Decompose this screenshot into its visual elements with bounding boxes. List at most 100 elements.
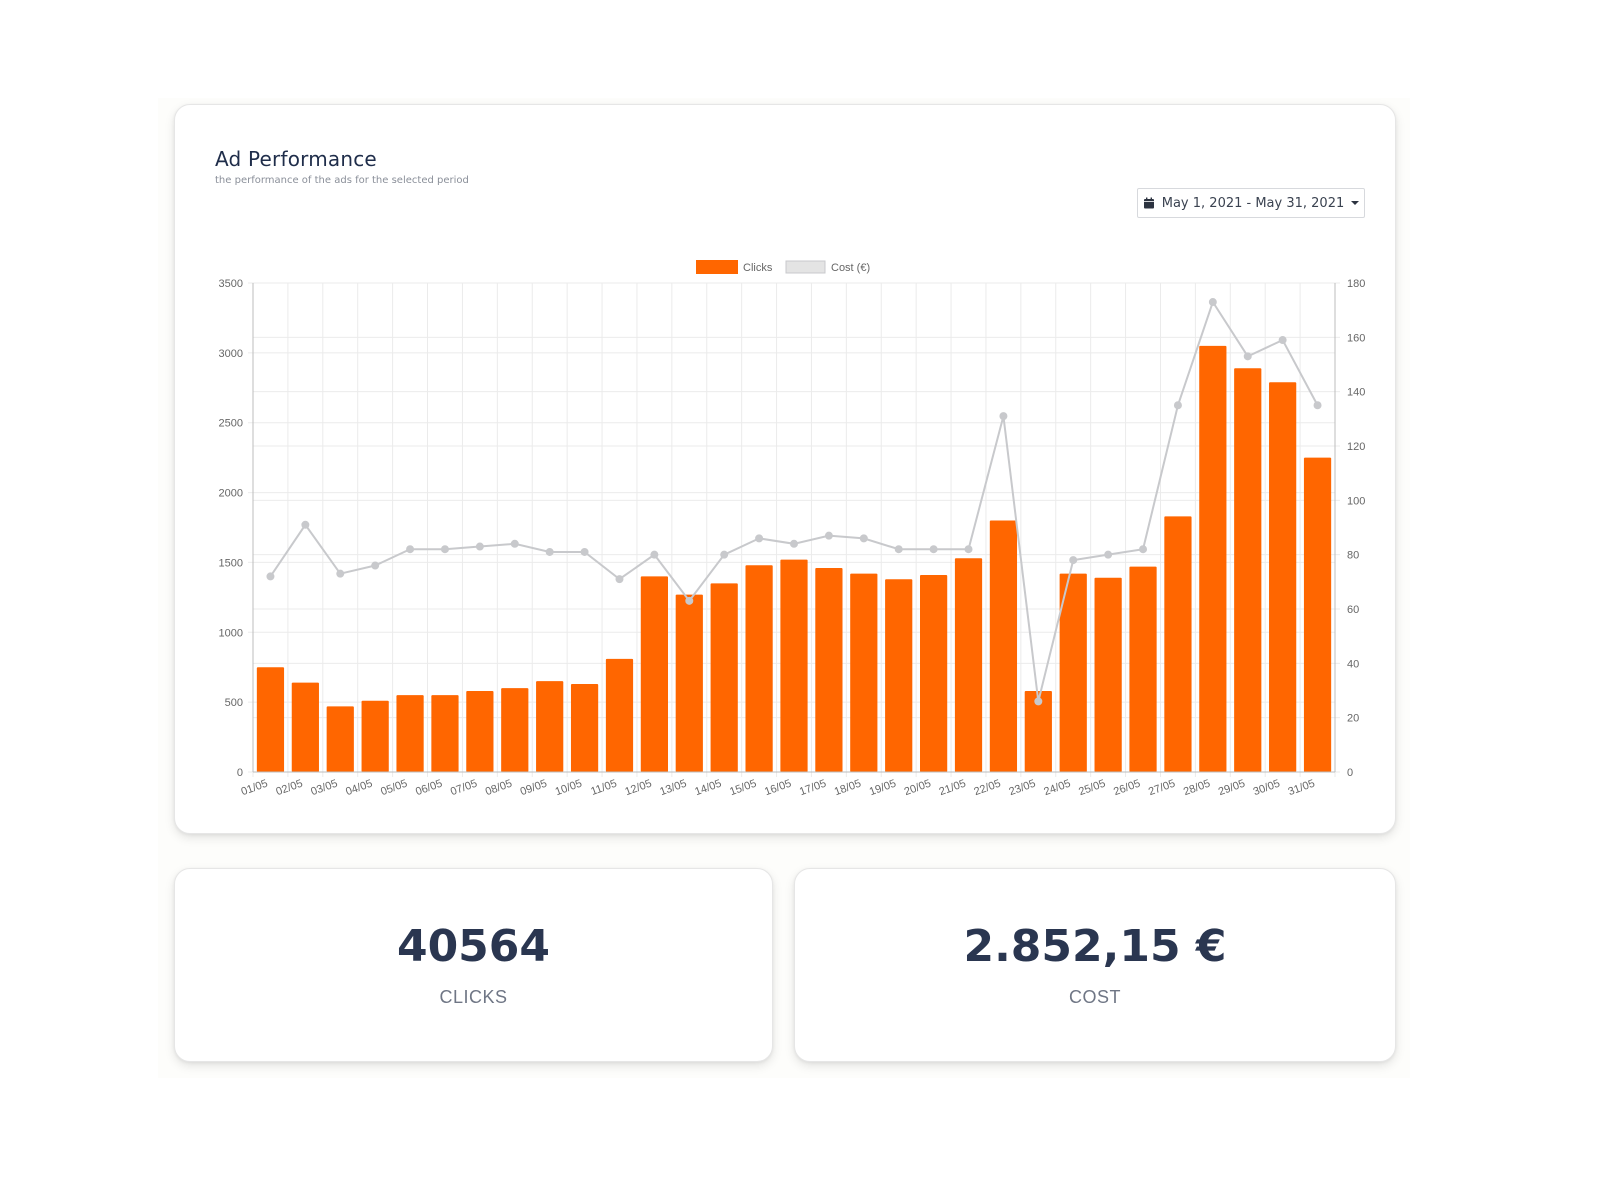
clicks-bar[interactable] xyxy=(954,558,983,772)
legend-label-cost[interactable]: Cost (€) xyxy=(831,262,870,274)
clicks-bar[interactable] xyxy=(1234,368,1262,772)
clicks-label: CLICKS xyxy=(439,987,508,1007)
x-axis-tick-label: 02/05 xyxy=(274,778,304,799)
x-axis-tick-label: 11/05 xyxy=(589,778,618,798)
legend-swatch-clicks[interactable] xyxy=(696,260,738,274)
x-axis-tick-label: 19/05 xyxy=(868,778,898,799)
cost-point[interactable] xyxy=(1208,298,1217,307)
clicks-bar[interactable] xyxy=(1269,382,1297,772)
x-axis-tick-label: 31/05 xyxy=(1287,778,1317,799)
cost-point[interactable] xyxy=(1139,545,1148,554)
clicks-bar[interactable] xyxy=(1059,573,1087,772)
clicks-bar[interactable] xyxy=(466,690,494,772)
clicks-bar[interactable] xyxy=(1094,577,1122,772)
legend-label-clicks[interactable]: Clicks xyxy=(743,262,773,274)
cost-point[interactable] xyxy=(1313,401,1322,410)
cost-point[interactable] xyxy=(301,520,310,529)
calendar-icon xyxy=(1143,197,1155,209)
x-axis-tick-label: 22/05 xyxy=(972,778,1002,799)
right-axis-tick-label: 160 xyxy=(1347,332,1365,344)
clicks-bar[interactable] xyxy=(745,565,773,772)
clicks-bar[interactable] xyxy=(291,682,319,772)
cost-point[interactable] xyxy=(336,569,345,578)
x-axis-tick-label: 25/05 xyxy=(1077,778,1107,799)
x-axis-tick-label: 16/05 xyxy=(763,778,793,799)
x-axis-tick-label: 01/05 xyxy=(240,778,270,799)
clicks-stat-card: 40564 CLICKS xyxy=(174,868,773,1062)
x-axis-tick-label: 20/05 xyxy=(903,778,933,799)
cost-point[interactable] xyxy=(371,561,380,570)
cost-point[interactable] xyxy=(510,539,519,548)
cost-point[interactable] xyxy=(406,545,415,554)
clicks-bar[interactable] xyxy=(1164,516,1192,772)
clicks-bar[interactable] xyxy=(431,695,459,772)
cost-point[interactable] xyxy=(1069,556,1078,565)
clicks-bar[interactable] xyxy=(1199,345,1227,772)
cost-point[interactable] xyxy=(685,596,694,605)
x-axis-tick-label: 03/05 xyxy=(309,778,339,799)
cost-point[interactable] xyxy=(1173,401,1182,410)
cost-point[interactable] xyxy=(545,547,554,556)
left-axis-tick-label: 3000 xyxy=(219,348,243,360)
cost-point[interactable] xyxy=(999,412,1008,421)
clicks-bar[interactable] xyxy=(361,700,389,772)
cost-point[interactable] xyxy=(440,545,449,554)
clicks-bar[interactable] xyxy=(256,667,285,772)
right-axis-tick-label: 120 xyxy=(1347,441,1365,453)
cost-point[interactable] xyxy=(475,542,484,551)
x-axis-tick-label: 17/05 xyxy=(798,778,828,799)
cost-point[interactable] xyxy=(790,539,798,548)
clicks-bar[interactable] xyxy=(326,706,354,772)
clicks-bar[interactable] xyxy=(989,520,1018,772)
left-axis-tick-label: 2500 xyxy=(219,418,243,430)
cost-point[interactable] xyxy=(266,572,275,581)
clicks-bar[interactable] xyxy=(501,688,529,772)
x-axis-tick-label: 07/05 xyxy=(449,778,479,799)
clicks-bar[interactable] xyxy=(605,658,634,772)
cost-point[interactable] xyxy=(859,534,868,543)
clicks-bar[interactable] xyxy=(1024,690,1052,772)
ad-performance-chart: 0 500 1000 1500 2000 2500 3000 3500 0 20 40 60 80 100… xyxy=(219,260,1365,799)
date-range-picker[interactable]: May 1, 2021 - May 31, 2021 xyxy=(1137,188,1365,218)
cost-point[interactable] xyxy=(824,531,833,540)
clicks-bar[interactable] xyxy=(780,559,808,772)
x-axis-tick-label: 15/05 xyxy=(728,778,758,799)
clicks-bar[interactable] xyxy=(640,576,668,772)
x-axis-tick-label: 28/05 xyxy=(1182,778,1212,799)
clicks-bar[interactable] xyxy=(1303,457,1332,772)
x-axis-tick-label: 12/05 xyxy=(623,778,653,799)
cost-point[interactable] xyxy=(755,534,764,543)
clicks-bar[interactable] xyxy=(675,594,703,772)
cost-point[interactable] xyxy=(1278,336,1287,345)
x-axis-tick-label: 10/05 xyxy=(554,778,584,799)
cost-stat-card: 2.852,15 € COST xyxy=(794,868,1396,1062)
right-axis-tick-label: 20 xyxy=(1347,713,1359,725)
cost-point[interactable] xyxy=(720,550,729,559)
clicks-bar[interactable] xyxy=(920,575,948,772)
date-range-label: May 1, 2021 - May 31, 2021 xyxy=(1161,195,1345,211)
cost-point[interactable] xyxy=(650,550,659,559)
right-axis-tick-label: 0 xyxy=(1347,767,1353,779)
clicks-bar[interactable] xyxy=(885,579,913,772)
legend-swatch-cost[interactable] xyxy=(785,260,826,274)
clicks-bar[interactable] xyxy=(570,683,599,772)
clicks-bar[interactable] xyxy=(536,681,564,772)
cost-point[interactable] xyxy=(580,547,589,556)
x-axis-tick-label: 24/05 xyxy=(1042,778,1072,799)
clicks-bar[interactable] xyxy=(710,583,738,772)
clicks-bar[interactable] xyxy=(1129,566,1157,772)
x-axis-tick-label: 05/05 xyxy=(379,778,409,799)
cost-point[interactable] xyxy=(1104,550,1113,559)
cost-label: COST xyxy=(1068,987,1121,1007)
legend: Clicks Cost (€) xyxy=(696,260,870,274)
clicks-bar[interactable] xyxy=(850,573,878,772)
cost-point[interactable] xyxy=(894,545,903,554)
left-axis-tick-label: 500 xyxy=(225,697,243,709)
cost-point[interactable] xyxy=(929,545,938,554)
clicks-bar[interactable] xyxy=(815,568,843,772)
clicks-bar[interactable] xyxy=(396,695,424,772)
cost-point[interactable] xyxy=(1034,697,1043,706)
cost-point[interactable] xyxy=(615,575,624,584)
cost-point[interactable] xyxy=(1243,352,1252,361)
cost-point[interactable] xyxy=(964,545,973,554)
